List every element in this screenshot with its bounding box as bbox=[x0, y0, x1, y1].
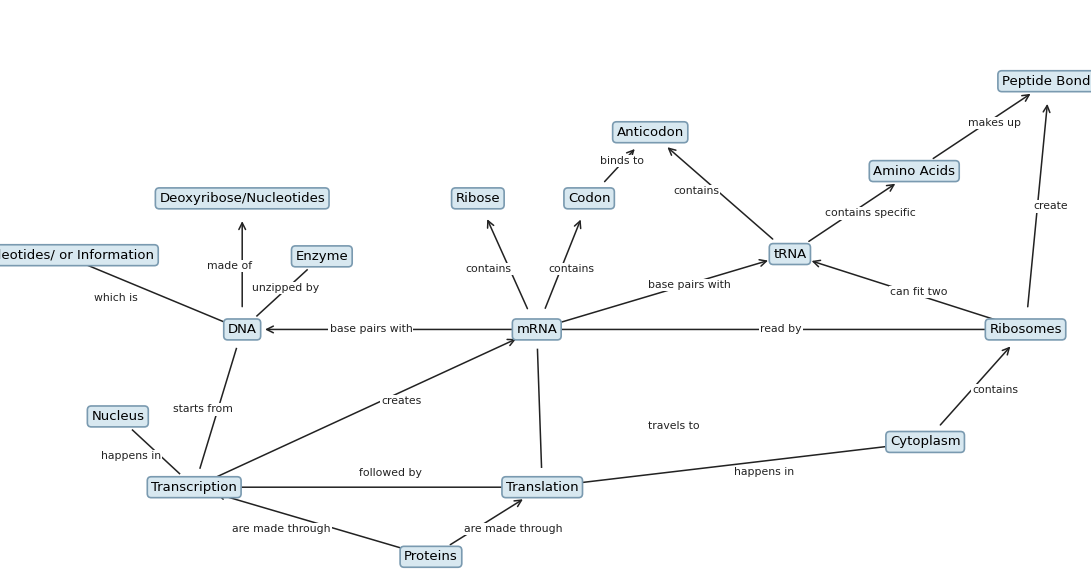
Text: contains: contains bbox=[673, 186, 719, 197]
Text: contains: contains bbox=[972, 385, 1018, 395]
Text: Codon: Codon bbox=[568, 192, 610, 205]
Text: Translation: Translation bbox=[506, 481, 578, 494]
Text: Ribose: Ribose bbox=[456, 192, 500, 205]
Text: creates: creates bbox=[382, 396, 421, 407]
Text: Peptide Bonds: Peptide Bonds bbox=[1002, 75, 1091, 88]
Text: Cytoplasm: Cytoplasm bbox=[890, 436, 960, 448]
Text: travels to: travels to bbox=[648, 420, 700, 431]
Text: DNA: DNA bbox=[228, 323, 256, 336]
Text: tRNA: tRNA bbox=[774, 248, 806, 260]
Text: Nucleus: Nucleus bbox=[92, 410, 144, 423]
Text: happens in: happens in bbox=[733, 467, 794, 477]
Text: Nucleotides/ or Information: Nucleotides/ or Information bbox=[0, 249, 154, 262]
Text: unzipped by: unzipped by bbox=[252, 282, 320, 293]
Text: made of: made of bbox=[206, 260, 252, 271]
Text: makes up: makes up bbox=[969, 118, 1021, 128]
Text: are made through: are made through bbox=[232, 524, 331, 534]
Text: Transcription: Transcription bbox=[152, 481, 237, 494]
Text: happens in: happens in bbox=[100, 451, 161, 461]
Text: mRNA: mRNA bbox=[516, 323, 558, 336]
Text: Amino Acids: Amino Acids bbox=[873, 165, 956, 177]
Text: base pairs with: base pairs with bbox=[329, 324, 412, 335]
Text: Anticodon: Anticodon bbox=[616, 126, 684, 139]
Text: can fit two: can fit two bbox=[890, 287, 947, 298]
Text: base pairs with: base pairs with bbox=[648, 280, 731, 291]
Text: Deoxyribose/Nucleotides: Deoxyribose/Nucleotides bbox=[159, 192, 325, 205]
Text: which is: which is bbox=[94, 293, 137, 303]
Text: binds to: binds to bbox=[600, 156, 644, 166]
Text: Enzyme: Enzyme bbox=[296, 250, 348, 263]
Text: starts from: starts from bbox=[173, 404, 232, 415]
Text: Ribosomes: Ribosomes bbox=[990, 323, 1062, 336]
Text: contains specific: contains specific bbox=[825, 208, 916, 219]
Text: read by: read by bbox=[760, 324, 802, 335]
Text: followed by: followed by bbox=[359, 467, 422, 478]
Text: create: create bbox=[1033, 201, 1068, 212]
Text: contains: contains bbox=[549, 264, 595, 274]
Text: Proteins: Proteins bbox=[404, 550, 458, 563]
Text: contains: contains bbox=[466, 264, 512, 274]
Text: are made through: are made through bbox=[464, 524, 562, 534]
